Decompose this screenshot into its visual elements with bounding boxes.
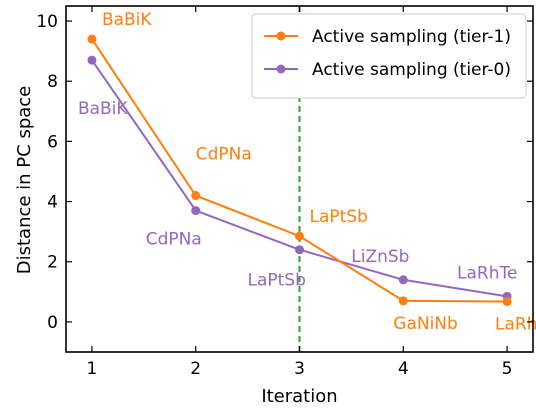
point-annotations: BaBiK CdPNa LaPtSb GaNiNb LaRhTe BaBiK CdPNa La… bbox=[78, 10, 536, 334]
point-label: BaBiK bbox=[78, 99, 128, 119]
x-axis-label: Iteration bbox=[261, 386, 337, 407]
data-point bbox=[295, 245, 304, 255]
data-point bbox=[191, 206, 201, 216]
plot-content bbox=[87, 6, 512, 352]
point-label: GaNiNb bbox=[393, 314, 458, 334]
point-label: CdPNa bbox=[146, 230, 202, 250]
legend-marker bbox=[276, 64, 286, 74]
legend-marker bbox=[276, 31, 286, 41]
data-point bbox=[87, 55, 97, 65]
y-tick-label: 4 bbox=[47, 193, 58, 213]
y-axis: 0 2 4 6 8 10 bbox=[36, 12, 533, 333]
y-tick-label: 8 bbox=[47, 72, 58, 92]
y-tick-label: 10 bbox=[36, 12, 58, 32]
legend-label: Active sampling (tier-0) bbox=[312, 60, 511, 80]
x-axis: 1 2 3 4 5 bbox=[87, 6, 513, 379]
point-label: BaBiK bbox=[102, 10, 152, 30]
point-label: LaRhTe bbox=[495, 314, 536, 334]
data-point bbox=[502, 296, 512, 306]
y-tick-label: 2 bbox=[47, 253, 58, 273]
x-tick-label: 3 bbox=[294, 359, 305, 379]
x-tick-label: 4 bbox=[398, 359, 409, 379]
point-label: LaPtSb bbox=[310, 207, 368, 227]
point-label: CdPNa bbox=[196, 145, 252, 165]
x-tick-label: 5 bbox=[502, 359, 513, 379]
data-point bbox=[191, 191, 201, 201]
point-label: LaRhTe bbox=[457, 263, 517, 283]
legend-label: Active sampling (tier-1) bbox=[312, 27, 511, 47]
legend: Active sampling (tier-1) Active sampling … bbox=[251, 13, 527, 99]
y-tick-label: 6 bbox=[47, 132, 58, 152]
data-point bbox=[295, 231, 304, 241]
point-label: LiZnSb bbox=[351, 247, 409, 267]
x-tick-label: 1 bbox=[87, 359, 98, 379]
data-point bbox=[87, 34, 97, 44]
legend-box bbox=[251, 13, 527, 99]
y-tick-label: 0 bbox=[47, 313, 58, 333]
point-label: LaPtSb bbox=[248, 271, 306, 291]
data-point bbox=[398, 275, 408, 285]
x-tick-label: 2 bbox=[190, 359, 201, 379]
y-axis-label: Distance in PC space bbox=[14, 86, 35, 275]
data-point bbox=[398, 296, 408, 306]
